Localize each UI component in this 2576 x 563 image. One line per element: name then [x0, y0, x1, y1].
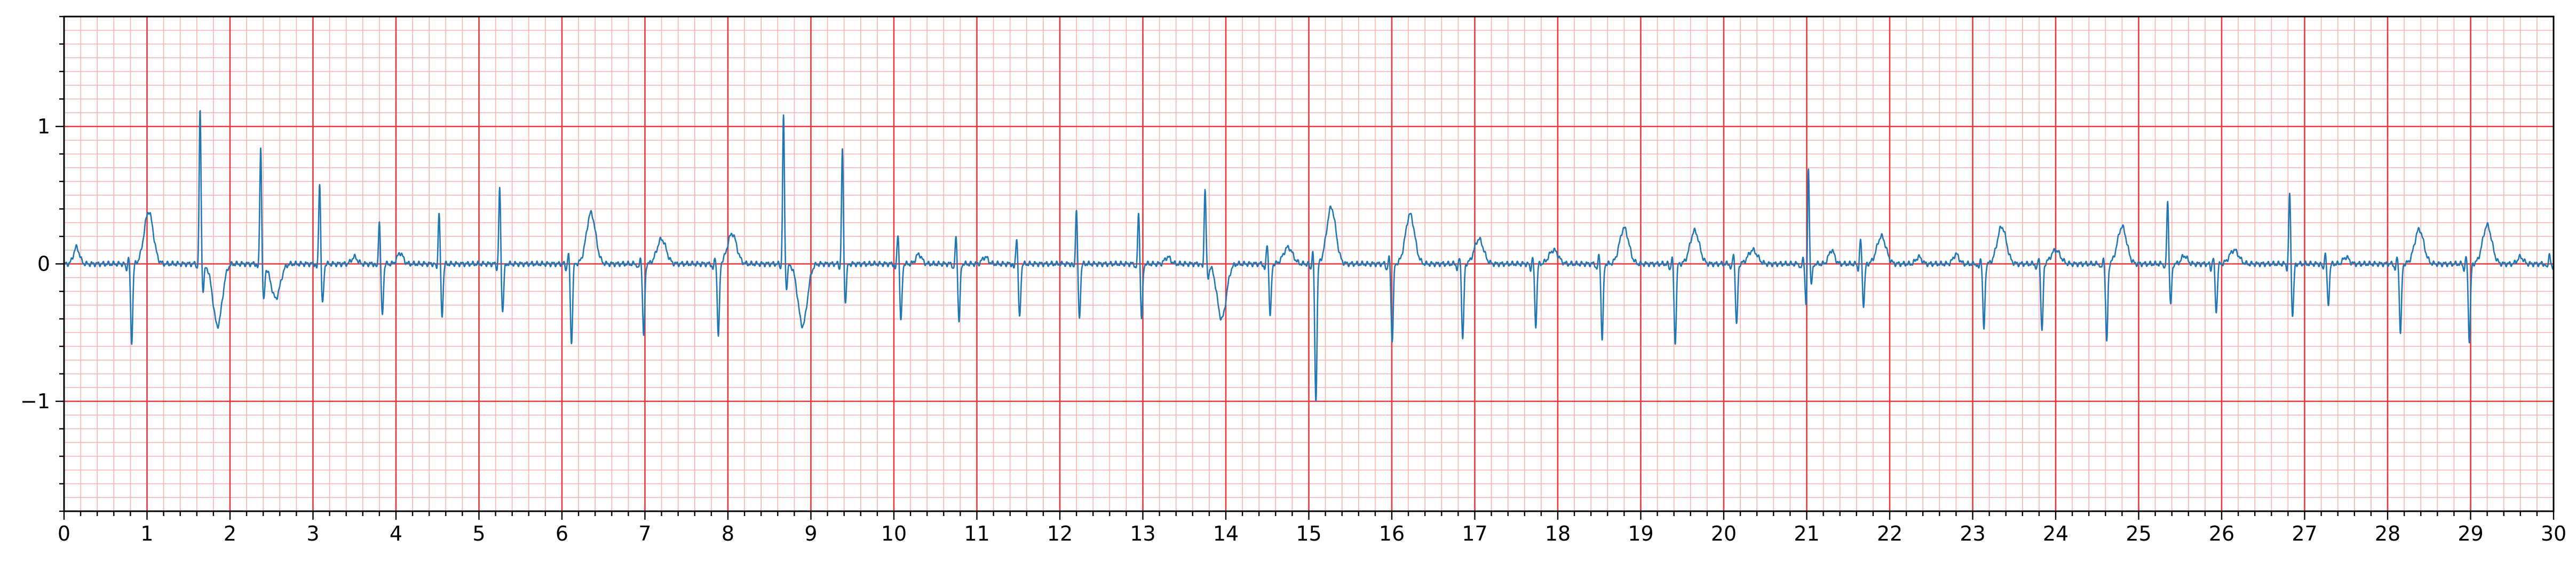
x-tick-label: 0 [58, 522, 70, 545]
x-tick-label: 17 [1462, 522, 1487, 545]
x-tick-label: 23 [1960, 522, 1985, 545]
x-tick-layer: 0 1 2 3 4 5 6 7 8 9 10 11 12 13 14 15 16 17 18 19 20 21 22 23 24… [58, 511, 2566, 545]
x-tick-label: 8 [722, 522, 734, 545]
x-tick-label: 9 [804, 522, 817, 545]
x-tick-label: 20 [1711, 522, 1737, 545]
ecg-trace-line [63, 110, 2555, 402]
y-tick-label: 1 [37, 115, 50, 138]
x-tick-label: 5 [472, 522, 485, 545]
x-tick-label: 14 [1213, 522, 1239, 545]
x-tick-label: 26 [2209, 522, 2234, 545]
x-tick-label: 7 [638, 522, 651, 545]
x-tick-label: 27 [2292, 522, 2317, 545]
x-tick-label: 19 [1628, 522, 1653, 545]
x-tick-label: 13 [1130, 522, 1155, 545]
trace-layer [63, 110, 2555, 402]
x-tick-label: 30 [2541, 522, 2566, 545]
y-tick-label: −1 [20, 390, 50, 413]
x-tick-label: 22 [1877, 522, 1903, 545]
x-tick-label: 29 [2458, 522, 2483, 545]
x-tick-label: 4 [390, 522, 402, 545]
x-tick-label: 16 [1379, 522, 1405, 545]
x-tick-label: 24 [2043, 522, 2068, 545]
x-tick-label: 2 [224, 522, 236, 545]
x-tick-label: 6 [556, 522, 568, 545]
x-tick-label: 21 [1794, 522, 1819, 545]
x-tick-label: 3 [306, 522, 319, 545]
x-tick-label: 11 [964, 522, 989, 545]
x-tick-label: 28 [2375, 522, 2400, 545]
x-tick-label: 1 [140, 522, 153, 545]
x-tick-label: 25 [2126, 522, 2151, 545]
y-tick-label: 0 [37, 252, 50, 276]
x-tick-label: 10 [881, 522, 907, 545]
x-tick-label: 15 [1296, 522, 1321, 545]
y-tick-layer: −1 0 1 [20, 15, 64, 512]
x-tick-label: 18 [1545, 522, 1571, 545]
x-tick-label: 12 [1047, 522, 1073, 545]
